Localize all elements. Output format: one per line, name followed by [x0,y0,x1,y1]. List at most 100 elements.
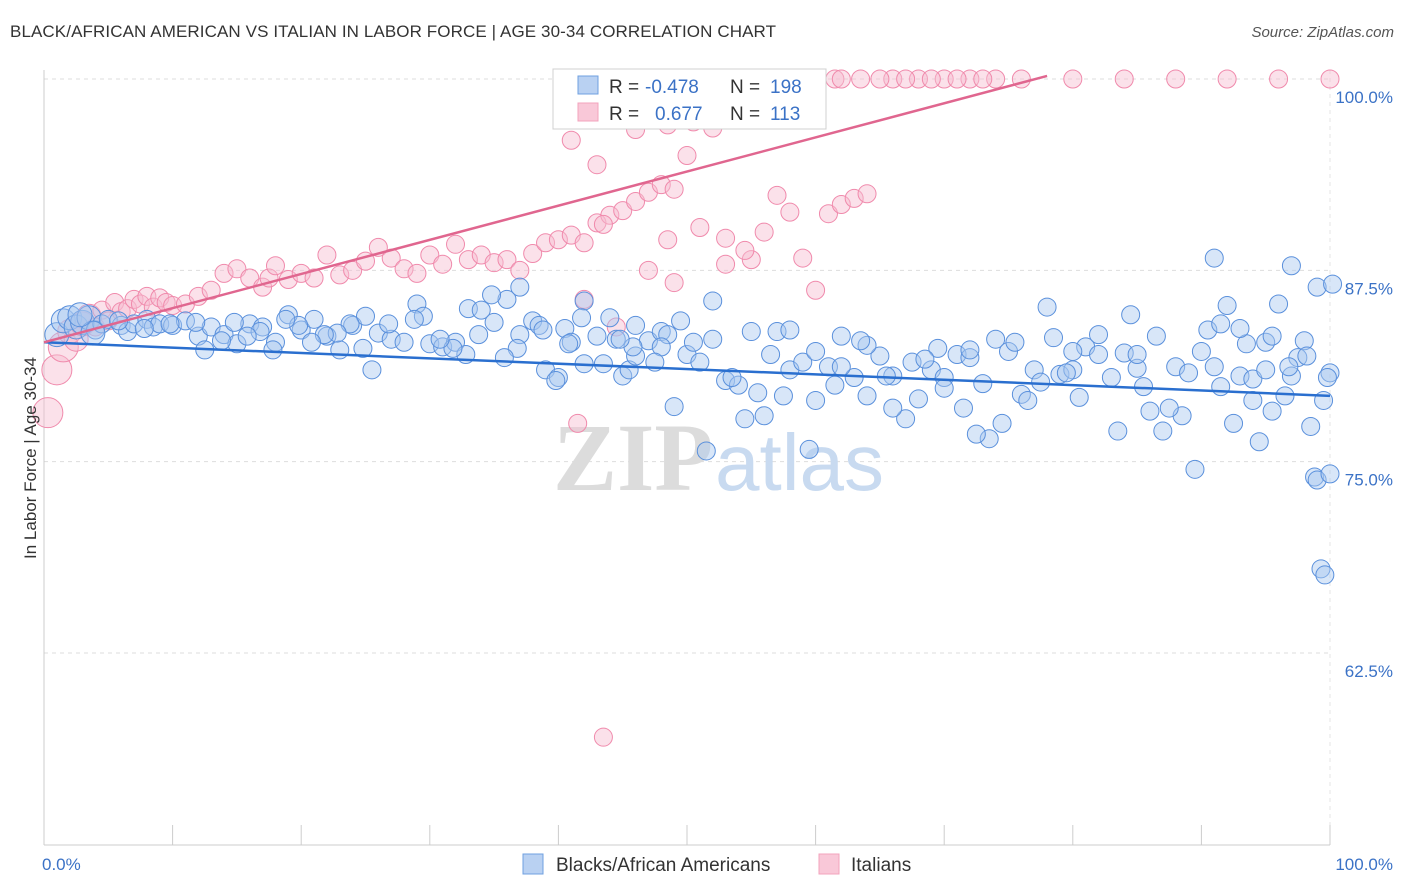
pink-point-45 [484,253,504,273]
blue-point-111 [1217,296,1237,316]
blue-point-139 [979,429,999,449]
chart-title: BLACK/AFRICAN AMERICAN VS ITALIAN IN LAB… [10,22,777,41]
pink-point-22 [201,280,221,300]
blue-point-135 [883,398,903,418]
blue-point-159 [1323,274,1343,294]
pink-point-50 [548,230,568,250]
blue-point-2 [57,305,83,331]
blue-point-174 [928,338,948,358]
blue-point-221 [67,302,93,328]
y-tick-label-1: 75.0% [1345,471,1393,490]
y-tick-label-2: 87.5% [1345,279,1393,298]
pink-point-47 [510,260,530,280]
blue-point-173 [953,398,973,418]
blue-point-195 [507,338,527,358]
blue-point-146 [1159,398,1179,418]
blue-point-203 [379,314,399,334]
pink-point-107 [921,69,941,89]
pink-point-28 [265,256,285,276]
pink-point-95 [735,240,755,260]
pink-point-33 [330,265,350,285]
blue-point-38 [420,334,440,354]
pink-point-68 [780,202,800,222]
blue-point-202 [404,309,424,329]
legend-r-value-1: -0.478 [645,77,699,98]
blue-point-122 [1294,331,1314,351]
blue-point-85 [947,345,967,365]
pink-point-61 [690,217,710,237]
blue-point-36 [407,294,427,314]
blue-point-73 [793,352,813,372]
blue-point-67 [728,375,748,395]
blue-point-162 [1279,357,1299,377]
blue-point-184 [696,441,716,461]
y-axis-label: In Labor Force | Age 30-34 [21,357,40,559]
pink-point-67 [767,185,787,205]
blue-point-117 [1262,326,1282,346]
blue-point-183 [722,367,742,387]
pink-point-40 [420,245,440,265]
blue-point-61 [658,325,678,345]
legend-box: R = -0.478 N = 198 R = 0.677 N = 113 [552,68,827,130]
blue-point-168 [1063,341,1083,361]
blue-point-201 [430,329,450,349]
blue-point-89 [999,341,1018,361]
blue-point-212 [250,322,270,342]
blue-point-191 [572,308,592,328]
blue-point-152 [1281,256,1301,276]
pink-point-31 [304,268,324,288]
blue-point-154 [1305,467,1325,487]
pink-point-70 [806,280,826,300]
blue-point-175 [915,349,935,369]
pink-point-39 [407,263,427,283]
blue-point-86 [960,348,980,368]
blue-point-182 [735,409,755,429]
blue-point-22 [240,314,260,334]
blue-point-177 [851,331,871,351]
blue-point-163 [1256,360,1276,380]
pink-point-24 [227,259,247,279]
blue-point-185 [683,332,703,352]
blue-point-179 [799,439,819,459]
pink-point-56 [626,191,646,211]
legend-n-label-2: N = [730,104,760,125]
pink-point-105 [870,69,890,89]
blue-point-58 [626,346,646,366]
pink-point-73 [844,188,864,208]
blue-point-53 [587,326,607,346]
blue-point-198 [469,325,489,345]
blue-point-44 [497,289,517,309]
blue-point-106 [1179,363,1199,383]
pink-point-32 [317,245,337,265]
blue-point-101 [1127,358,1147,378]
blue-point-132 [806,390,826,410]
blue-point-100 [1121,305,1141,325]
source-label: Source: ZipAtlas.com [1251,24,1394,41]
blue-point-153 [1301,416,1321,436]
blue-point-112 [1230,366,1250,386]
pink-point-100 [831,69,851,89]
blue-point-128 [626,315,646,335]
pink-point-54 [600,205,620,225]
blue-point-49 [548,367,568,387]
pink-point-23 [214,263,234,283]
blue-point-172 [966,424,986,444]
bottom-legend-label-blue: Blacks/African Americans [556,855,770,876]
bottom-legend-swatch-blue [522,853,544,875]
pink-point-90 [658,230,678,250]
blue-point-143 [1089,345,1109,365]
blue-point-192 [559,334,579,354]
blue-point-161 [1297,346,1317,366]
blue-point-141 [1031,372,1051,392]
blue-point-32 [362,360,382,380]
pink-point-46 [497,250,517,270]
legend-swatch-pink [577,102,599,122]
pink-point-71 [818,204,838,224]
blue-point-34 [381,329,401,349]
trendline-italians [43,74,1048,344]
blue-point-196 [494,348,514,368]
pink-point-117 [568,413,588,433]
blue-point-16 [175,311,195,331]
blue-point-81 [896,409,916,429]
blue-point-69 [748,383,768,403]
